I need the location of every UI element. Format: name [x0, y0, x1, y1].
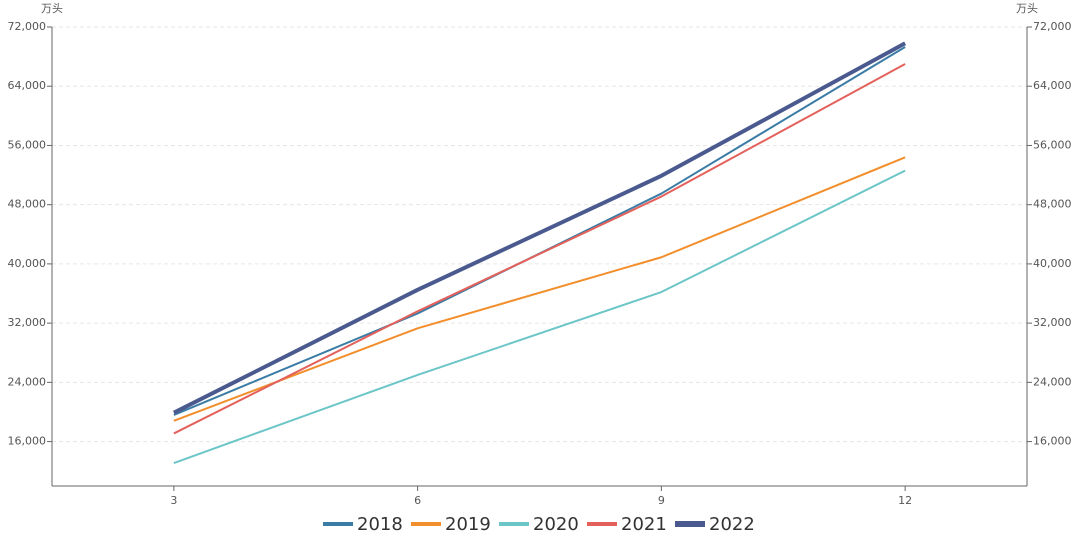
x-tick-label: 9 — [658, 494, 665, 507]
series-line — [173, 63, 906, 435]
y2-axis-label: 万头 — [1016, 2, 1038, 15]
y-tick-label: 24,000 — [8, 375, 47, 388]
series-line — [173, 156, 906, 422]
y2-tick-label: 16,000 — [1033, 435, 1072, 448]
y2-tick-label: 72,000 — [1033, 20, 1072, 33]
legend-text: 2022 — [709, 514, 755, 535]
legend-text: 2021 — [621, 514, 667, 535]
legend-text: 2020 — [533, 514, 579, 535]
y-tick-label: 48,000 — [8, 198, 47, 211]
y2-tick-label: 40,000 — [1033, 257, 1072, 270]
y2-tick-label: 56,000 — [1033, 138, 1072, 151]
y2-tick-label: 48,000 — [1033, 198, 1072, 211]
legend-text: 2019 — [445, 514, 491, 535]
y-tick-label: 40,000 — [8, 257, 47, 270]
legend-text: 2018 — [357, 514, 403, 535]
x-tick-label: 6 — [414, 494, 421, 507]
y-tick-label: 56,000 — [8, 138, 47, 151]
y-tick-label: 72,000 — [8, 20, 47, 33]
x-tick-label: 12 — [898, 494, 912, 507]
y2-tick-label: 24,000 — [1033, 375, 1072, 388]
y-tick-label: 64,000 — [8, 79, 47, 92]
y-axis-label: 万头 — [41, 2, 63, 15]
y-tick-label: 16,000 — [8, 435, 47, 448]
y2-tick-label: 64,000 — [1033, 79, 1072, 92]
x-tick-label: 3 — [170, 494, 177, 507]
y2-tick-label: 32,000 — [1033, 316, 1072, 329]
y-tick-label: 32,000 — [8, 316, 47, 329]
series-line — [173, 169, 906, 464]
series-line — [172, 41, 907, 415]
